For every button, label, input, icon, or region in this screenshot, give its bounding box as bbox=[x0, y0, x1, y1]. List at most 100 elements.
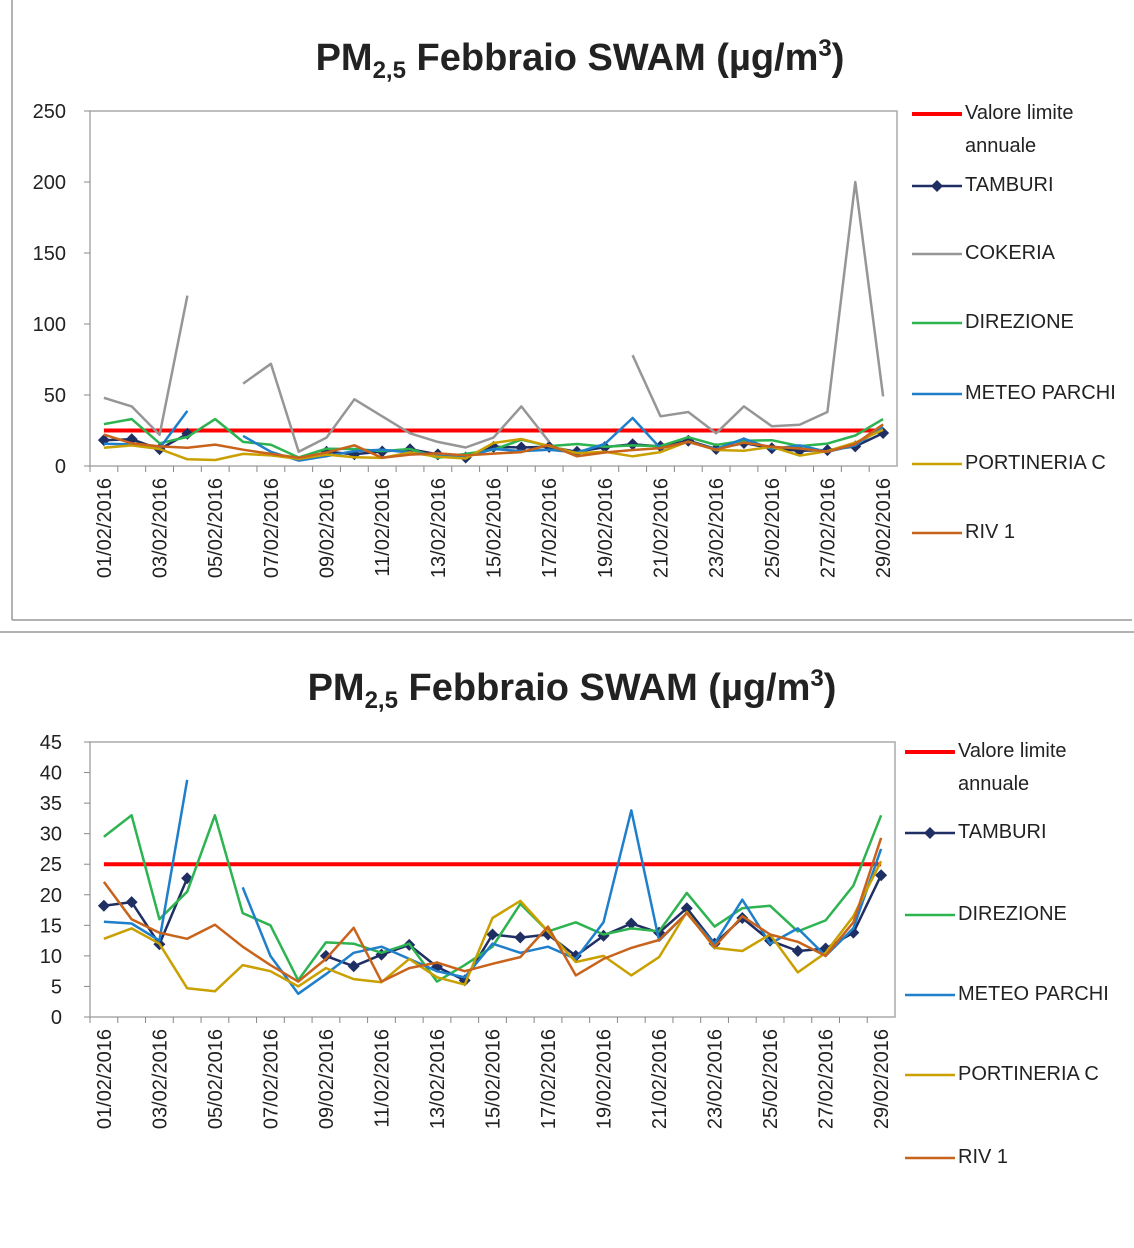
legend-label: COKERIA bbox=[965, 242, 1056, 264]
title-part: 3 bbox=[810, 665, 823, 692]
legend-label: DIREZIONE bbox=[958, 903, 1067, 925]
plot-frame bbox=[89, 110, 898, 467]
legend-label: RIV 1 bbox=[958, 1146, 1009, 1168]
y-tick-label: 15 bbox=[40, 915, 62, 937]
legend-item: METEO PARCHI bbox=[965, 382, 1116, 404]
title-part: 3 bbox=[818, 35, 831, 62]
legend-label: Valore limite annuale bbox=[958, 740, 1067, 795]
legend-item: COKERIA bbox=[965, 242, 1056, 264]
x-tick-label: 15/02/2016 bbox=[483, 1029, 505, 1129]
x-tick-label: 05/02/2016 bbox=[205, 478, 227, 578]
legend-item: Valore limite annuale bbox=[965, 102, 1074, 157]
point-marker bbox=[319, 949, 332, 962]
legend-label: METEO PARCHI bbox=[958, 983, 1109, 1005]
y-tick-label: 20 bbox=[40, 885, 62, 907]
chart-title: PM2,5 Febbraio SWAM (µg/m3) bbox=[308, 665, 837, 714]
legend-label: TAMBURI bbox=[958, 821, 1047, 843]
y-tick-label: 40 bbox=[40, 763, 62, 785]
series-line bbox=[103, 180, 885, 454]
legend-item: METEO PARCHI bbox=[958, 983, 1109, 1005]
series-line bbox=[103, 423, 884, 460]
x-tick-label: 05/02/2016 bbox=[205, 1029, 227, 1129]
legend-item: PORTINERIA C bbox=[965, 452, 1106, 474]
point-marker bbox=[97, 899, 110, 912]
point-marker bbox=[791, 945, 804, 957]
point-marker bbox=[347, 960, 360, 973]
point-marker bbox=[680, 902, 693, 915]
legend-item: TAMBURI bbox=[965, 174, 1054, 196]
title-part: ) bbox=[824, 667, 837, 709]
title-part: PM bbox=[316, 37, 373, 79]
x-tick-label: 11/02/2016 bbox=[372, 478, 394, 577]
legend-label: PORTINERIA C bbox=[965, 452, 1106, 474]
y-tick-label: 25 bbox=[40, 854, 62, 876]
x-tick-label: 25/02/2016 bbox=[760, 1029, 782, 1129]
y-tick-label: 30 bbox=[40, 824, 62, 846]
legend-item: DIREZIONE bbox=[958, 903, 1067, 925]
x-tick-label: 27/02/2016 bbox=[816, 1029, 838, 1129]
legend-item: PORTINERIA C bbox=[958, 1063, 1099, 1085]
x-tick-label: 27/02/2016 bbox=[817, 478, 839, 578]
x-tick-label: 07/02/2016 bbox=[261, 478, 283, 578]
y-tick-label: 0 bbox=[51, 1007, 62, 1029]
legend-item: RIV 1 bbox=[958, 1146, 1009, 1168]
y-tick-label: 150 bbox=[33, 243, 66, 265]
x-tick-label: 01/02/2016 bbox=[94, 478, 116, 578]
x-tick-label: 11/02/2016 bbox=[371, 1029, 393, 1128]
legend-item: TAMBURI bbox=[958, 821, 1047, 843]
x-tick-label: 29/02/2016 bbox=[873, 478, 895, 578]
title-part: 2,5 bbox=[373, 57, 406, 84]
title-part: PM bbox=[308, 667, 365, 709]
x-tick-label: 29/02/2016 bbox=[871, 1029, 893, 1129]
point-marker bbox=[486, 928, 499, 941]
point-marker bbox=[514, 931, 527, 944]
point-marker bbox=[875, 869, 888, 882]
title-part: Febbraio SWAM (µg/m bbox=[398, 667, 810, 709]
title-part: ) bbox=[832, 37, 845, 79]
x-tick-label: 21/02/2016 bbox=[649, 1029, 671, 1129]
legend-label: RIV 1 bbox=[965, 521, 1016, 543]
legend-item: Valore limite annuale bbox=[958, 740, 1067, 795]
x-tick-label: 09/02/2016 bbox=[316, 1029, 338, 1129]
x-tick-label: 15/02/2016 bbox=[484, 478, 506, 578]
x-tick-label: 21/02/2016 bbox=[650, 478, 672, 578]
y-tick-label: 250 bbox=[33, 101, 66, 123]
title-part: 2,5 bbox=[365, 687, 398, 714]
legend-label: TAMBURI bbox=[965, 174, 1054, 196]
y-tick-label: 10 bbox=[40, 946, 62, 968]
y-tick-label: 35 bbox=[40, 793, 62, 815]
x-tick-label: 19/02/2016 bbox=[594, 1029, 616, 1129]
x-tick-label: 25/02/2016 bbox=[762, 478, 784, 578]
legend-item: RIV 1 bbox=[965, 521, 1016, 543]
x-tick-label: 13/02/2016 bbox=[428, 478, 450, 578]
legend-marker bbox=[924, 827, 936, 839]
series-line bbox=[103, 779, 883, 996]
series-line bbox=[103, 428, 884, 462]
legend-label: Valore limite annuale bbox=[965, 102, 1074, 157]
y-tick-label: 50 bbox=[44, 385, 66, 407]
y-tick-label: 5 bbox=[51, 976, 62, 998]
y-tick-label: 0 bbox=[55, 456, 66, 478]
y-tick-label: 45 bbox=[40, 732, 62, 754]
plot-frame bbox=[89, 741, 896, 1018]
x-tick-label: 17/02/2016 bbox=[539, 478, 561, 578]
x-tick-label: 23/02/2016 bbox=[706, 478, 728, 578]
point-marker bbox=[125, 896, 138, 909]
legend-item: DIREZIONE bbox=[965, 311, 1074, 333]
x-tick-label: 07/02/2016 bbox=[260, 1029, 282, 1129]
series-line bbox=[103, 814, 883, 983]
chart-title: PM2,5 Febbraio SWAM (µg/m3) bbox=[316, 35, 845, 84]
legend-marker bbox=[931, 180, 943, 192]
y-tick-label: 200 bbox=[33, 172, 66, 194]
series-line bbox=[102, 837, 883, 983]
x-tick-label: 03/02/2016 bbox=[149, 1029, 171, 1129]
legend-label: PORTINERIA C bbox=[958, 1063, 1099, 1085]
y-tick-label: 100 bbox=[33, 314, 66, 336]
title-part: Febbraio SWAM (µg/m bbox=[406, 37, 818, 79]
point-marker bbox=[625, 917, 638, 930]
x-tick-label: 23/02/2016 bbox=[705, 1029, 727, 1129]
x-tick-label: 13/02/2016 bbox=[427, 1029, 449, 1129]
x-tick-label: 01/02/2016 bbox=[94, 1029, 116, 1129]
